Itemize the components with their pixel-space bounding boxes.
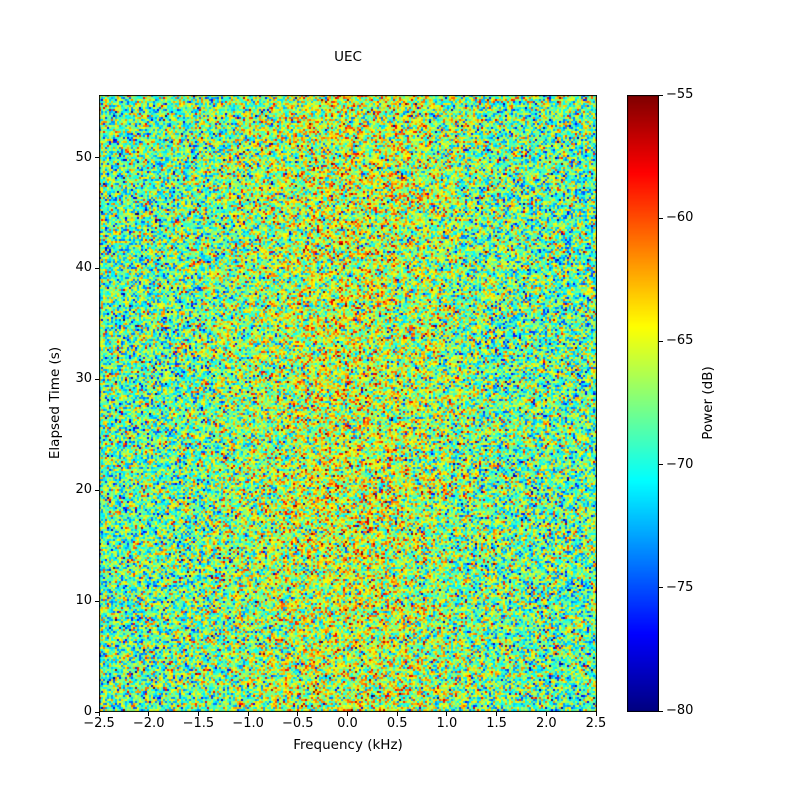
x-tick-label: −1.0 <box>232 716 264 731</box>
y-tick-label: 30 <box>75 371 92 387</box>
x-tick-mark <box>197 712 199 716</box>
spectrogram-plot-area <box>99 95 597 712</box>
x-tick-mark <box>446 712 448 716</box>
x-tick-mark <box>98 712 100 716</box>
colorbar-tick-label: −55 <box>666 87 694 102</box>
x-tick-label: 0.0 <box>337 716 358 731</box>
y-tick-mark <box>95 711 99 713</box>
colorbar-tick-mark <box>659 340 663 342</box>
y-tick-mark <box>95 378 99 380</box>
y-axis-label: Elapsed Time (s) <box>47 346 63 460</box>
y-tick-label: 0 <box>83 704 92 719</box>
x-tick-label: 1.0 <box>436 716 458 731</box>
x-tick-label: 2.5 <box>585 716 607 731</box>
x-tick-mark <box>148 712 150 716</box>
colorbar-tick-label: −65 <box>666 333 694 349</box>
colorbar-tick-label: −70 <box>666 456 694 472</box>
x-tick-mark <box>396 712 398 716</box>
y-tick-mark <box>95 489 99 491</box>
colorbar-label: Power (dB) <box>700 366 716 440</box>
x-tick-label: 1.5 <box>486 716 507 731</box>
y-tick-label: 50 <box>75 149 92 165</box>
x-tick-label: 2.0 <box>535 716 557 731</box>
x-tick-mark <box>297 712 299 716</box>
x-tick-label: −1.5 <box>182 716 215 731</box>
spectrogram-heatmap-canvas <box>99 95 597 712</box>
y-tick-mark <box>95 600 99 602</box>
y-tick-mark <box>95 267 99 269</box>
x-axis-label: Frequency (kHz) <box>293 737 403 753</box>
colorbar-tick-label: −80 <box>666 703 694 718</box>
colorbar-tick-mark <box>659 710 663 712</box>
x-tick-label: 0.5 <box>386 716 408 731</box>
y-tick-label: 10 <box>75 593 92 609</box>
x-tick-mark <box>595 712 597 716</box>
colorbar <box>627 95 659 712</box>
colorbar-tick-label: −60 <box>666 210 694 226</box>
x-tick-label: −0.5 <box>282 716 314 731</box>
colorbar-tick-mark <box>659 217 663 219</box>
y-tick-label: 40 <box>75 260 92 276</box>
colorbar-tick-mark <box>659 464 663 466</box>
colorbar-tick-mark <box>659 94 663 96</box>
colorbar-tick-mark <box>659 587 663 589</box>
x-tick-mark <box>247 712 249 716</box>
x-tick-label: −2.5 <box>83 716 115 731</box>
x-tick-mark <box>347 712 348 716</box>
x-tick-mark <box>496 712 498 716</box>
y-tick-mark <box>95 157 99 159</box>
y-tick-label: 20 <box>75 482 92 498</box>
colorbar-tick-label: −75 <box>666 579 694 595</box>
x-tick-label: −2.0 <box>132 716 165 731</box>
x-tick-mark <box>545 712 547 716</box>
colorbar-gradient-canvas <box>627 95 659 712</box>
chart-title: UEC <box>334 49 362 65</box>
